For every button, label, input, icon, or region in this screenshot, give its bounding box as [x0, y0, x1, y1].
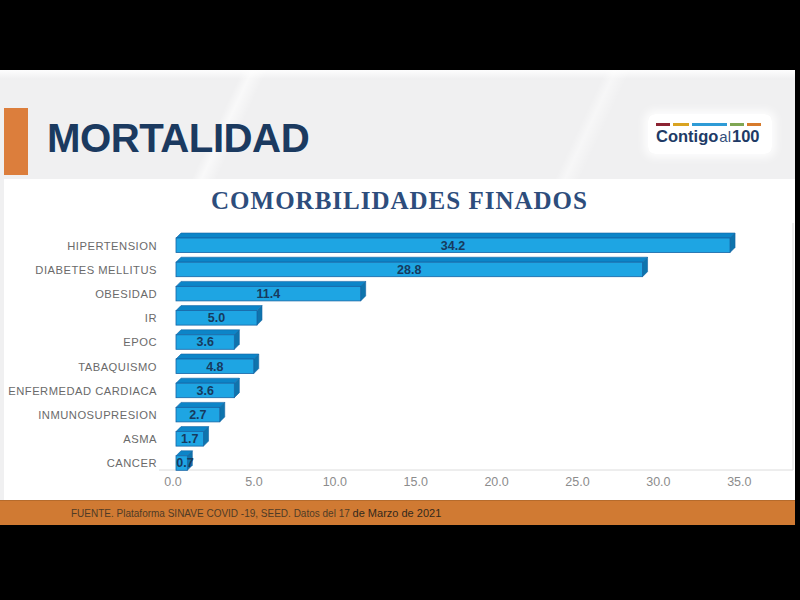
bar-top-face: [176, 330, 239, 335]
letterbox-top: [0, 0, 800, 70]
logo-dash: [673, 123, 689, 126]
source-text: FUENTE. Plataforma SINAVE COVID -19, SEE…: [71, 508, 353, 519]
category-label: DIABETES MELLITUS: [35, 264, 157, 276]
chart-container: COMORBILIDADES FINADOS HIPERTENSION34.2D…: [4, 179, 795, 500]
bar-top-face: [176, 233, 735, 238]
accent-bar: [4, 108, 28, 175]
category-label: IR: [145, 312, 157, 324]
bar-top-face: [176, 354, 259, 359]
value-label: 3.6: [196, 384, 213, 398]
contigo-al-100-logo: Contigoal100: [648, 114, 772, 154]
value-label: 3.6: [196, 335, 213, 349]
logo-word-contigo: Contigo: [656, 127, 718, 145]
x-tick-label: 25.0: [565, 475, 589, 489]
letterbox-bottom: [0, 525, 800, 600]
page-title: MORTALIDAD: [47, 118, 309, 159]
category-label: EPOC: [123, 336, 157, 348]
comorbidities-bar-chart: HIPERTENSION 34.2 DIABETES MELLITUS 28.8 OBE…: [4, 179, 795, 500]
x-tick-label: 30.0: [646, 475, 670, 489]
logo-word-al: al: [718, 128, 732, 145]
bar-top-face: [176, 427, 209, 432]
logo-dash: [692, 123, 727, 126]
source-text-date: de Marzo de 2021: [353, 507, 442, 519]
value-label: 1.7: [181, 432, 198, 446]
logo-dashes: [656, 123, 764, 126]
bar-top-face: [176, 402, 225, 407]
bar-top-face: [176, 257, 648, 262]
logo-dash: [656, 123, 670, 126]
value-label: 4.8: [206, 360, 223, 374]
x-tick-label: 20.0: [484, 475, 508, 489]
value-label: 2.7: [189, 408, 206, 422]
slide: MORTALIDAD Contigoal100 COMORBILIDADES F…: [0, 70, 797, 525]
value-label: 28.8: [397, 263, 421, 277]
bar-top-face: [176, 306, 262, 311]
logo-word-100: 100: [732, 127, 760, 145]
category-label: ASMA: [123, 433, 157, 445]
value-label: 0.7: [176, 456, 193, 470]
video-frame: MORTALIDAD Contigoal100 COMORBILIDADES F…: [0, 0, 800, 600]
source-strip: FUENTE. Plataforma SINAVE COVID -19, SEE…: [0, 500, 797, 525]
logo-dash: [747, 123, 761, 126]
category-label: OBESIDAD: [95, 288, 157, 300]
category-label: INMUNOSUPRESION: [38, 409, 157, 421]
logo-dash: [730, 123, 744, 126]
bar-top-face: [176, 281, 366, 286]
bar-top-face: [176, 378, 239, 383]
x-tick-label: 15.0: [404, 475, 428, 489]
value-label: 11.4: [257, 287, 281, 301]
value-label: 34.2: [441, 239, 465, 253]
logo-text: Contigoal100: [656, 127, 766, 146]
x-tick-label: 0.0: [164, 475, 181, 489]
value-label: 5.0: [208, 311, 225, 325]
category-label: HIPERTENSION: [67, 240, 157, 252]
category-label: TABAQUISMO: [78, 361, 157, 373]
x-tick-label: 10.0: [323, 475, 347, 489]
letterbox-right: [795, 0, 800, 600]
category-label: CANCER: [107, 457, 157, 469]
category-label: ENFERMEDAD CARDIACA: [8, 385, 157, 397]
x-tick-label: 5.0: [245, 475, 262, 489]
x-tick-label: 35.0: [727, 475, 751, 489]
